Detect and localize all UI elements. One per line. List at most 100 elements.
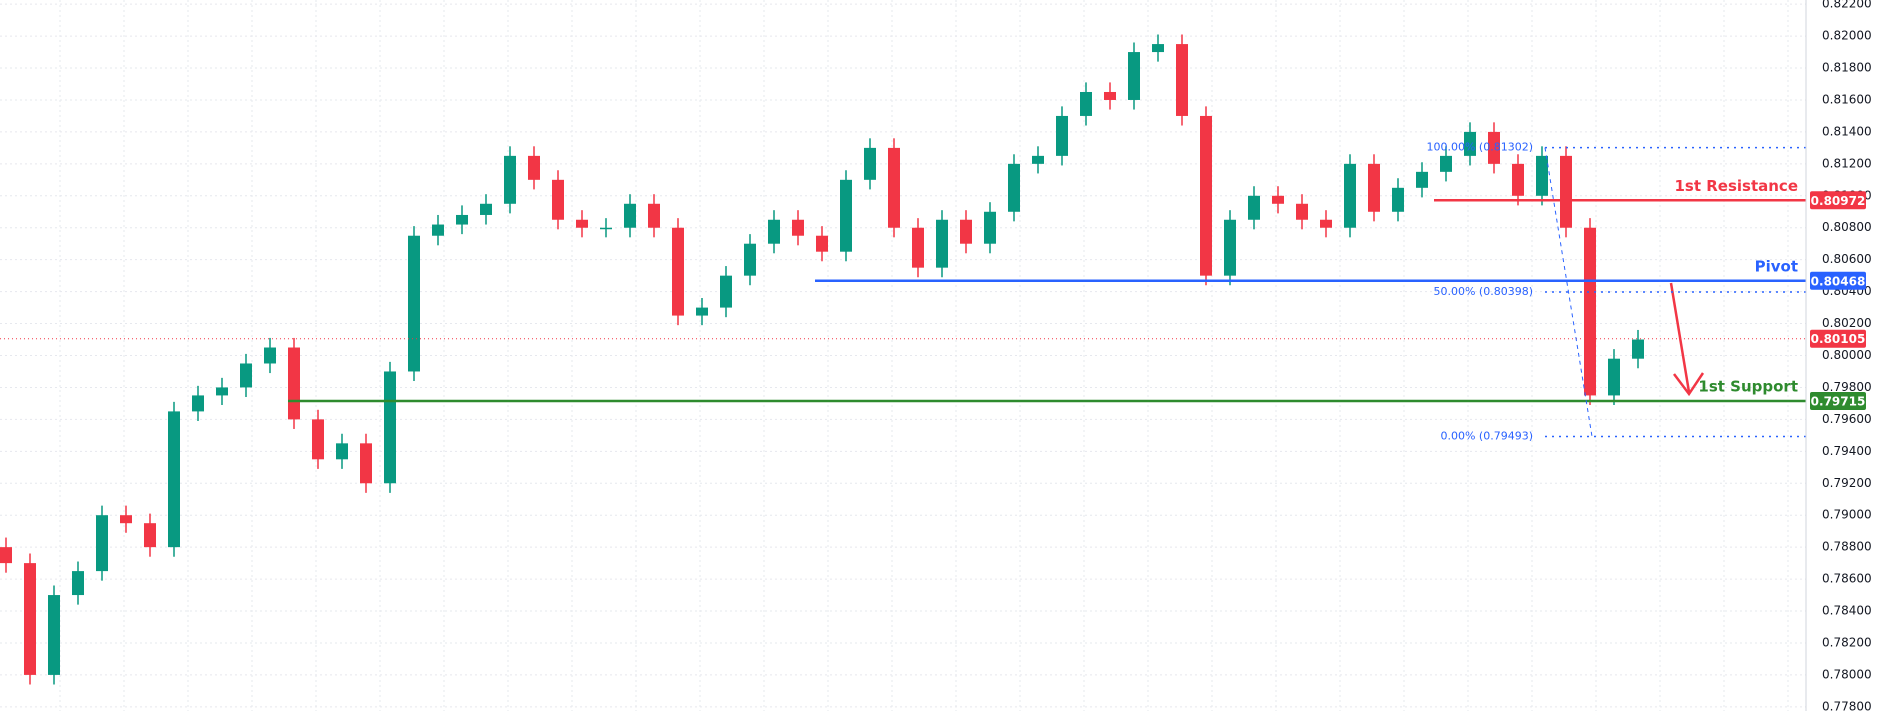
candle-body bbox=[960, 219, 972, 244]
candle-body bbox=[384, 371, 396, 484]
last-price-tag-label: 0.80105 bbox=[1811, 332, 1866, 346]
candle-body bbox=[456, 214, 468, 225]
last-price-tag bbox=[1810, 329, 1866, 348]
y-tick-label: 0.80600 bbox=[1822, 252, 1872, 266]
candle-body bbox=[1584, 227, 1596, 396]
candle-body bbox=[336, 443, 348, 460]
y-tick-label: 0.80200 bbox=[1822, 316, 1872, 330]
candle-body bbox=[1056, 115, 1068, 156]
level-tag-label: 0.79715 bbox=[1811, 395, 1866, 409]
y-tick-label: 0.81400 bbox=[1822, 124, 1872, 138]
fib-label: 50.00% (0.80398) bbox=[1433, 285, 1533, 298]
candle-body bbox=[672, 227, 684, 316]
candle-body bbox=[168, 411, 180, 548]
candle-body bbox=[552, 179, 564, 220]
annotations: 1st Resistance Pivot 1st Support 100.00% (0… bbox=[288, 141, 1806, 442]
y-tick-label: 0.82200 bbox=[1822, 0, 1872, 11]
candle-body bbox=[792, 219, 804, 236]
candle-body bbox=[648, 203, 660, 228]
candle-body bbox=[48, 595, 60, 675]
candle-body bbox=[1560, 155, 1572, 228]
level-label: 1st Support bbox=[1698, 378, 1798, 396]
candle-body bbox=[1320, 219, 1332, 228]
y-tick-label: 0.79600 bbox=[1822, 412, 1872, 426]
candle-body bbox=[1440, 155, 1452, 172]
candle-body bbox=[1032, 155, 1044, 164]
candle-body bbox=[504, 155, 516, 204]
y-tick-label: 0.79400 bbox=[1822, 444, 1872, 458]
candle-body bbox=[144, 523, 156, 548]
candle-body bbox=[1176, 44, 1188, 116]
candle-body bbox=[24, 563, 36, 675]
candle-body bbox=[744, 243, 756, 276]
candle-body bbox=[528, 155, 540, 180]
level-tag-label: 0.80468 bbox=[1811, 274, 1866, 288]
candle-body bbox=[912, 227, 924, 268]
level-label: 1st Resistance bbox=[1674, 177, 1798, 195]
candle-body bbox=[576, 219, 588, 228]
candle-body bbox=[1200, 115, 1212, 276]
candle-body bbox=[936, 219, 948, 268]
candle-body bbox=[1368, 163, 1380, 212]
fib-label: 100.00% (0.81302) bbox=[1426, 141, 1533, 154]
candle-body bbox=[1392, 187, 1404, 212]
y-tick-label: 0.80000 bbox=[1822, 348, 1872, 362]
y-tick-label: 0.78600 bbox=[1822, 572, 1872, 586]
y-tick-label: 0.77800 bbox=[1822, 699, 1872, 711]
y-tick-label: 0.80800 bbox=[1822, 220, 1872, 234]
candle-body bbox=[1536, 155, 1548, 196]
candle-body bbox=[192, 395, 204, 412]
candle-body bbox=[1512, 163, 1524, 196]
y-tick-label: 0.81600 bbox=[1822, 92, 1872, 106]
candle-body bbox=[1344, 163, 1356, 228]
level-tag bbox=[1810, 271, 1866, 290]
candle-body bbox=[96, 515, 108, 572]
candle-body bbox=[1296, 203, 1308, 220]
candle-body bbox=[1464, 131, 1476, 156]
candle-body bbox=[216, 387, 228, 396]
y-tick-label: 0.79200 bbox=[1822, 476, 1872, 490]
grid bbox=[0, 0, 1806, 711]
candle-body bbox=[432, 224, 444, 236]
candle-body bbox=[120, 515, 132, 524]
y-tick-label: 0.82000 bbox=[1822, 29, 1872, 43]
candle-body bbox=[1080, 91, 1092, 116]
y-tick-label: 0.81800 bbox=[1822, 61, 1872, 75]
price-axis: 0.77800 0.78000 0.78200 0.78400 0.78600 0.788… bbox=[1805, 0, 1872, 711]
candle-body bbox=[1416, 171, 1428, 188]
level-label: Pivot bbox=[1755, 257, 1798, 275]
candle-body bbox=[720, 275, 732, 308]
candle-body bbox=[0, 547, 12, 564]
plot bbox=[0, 34, 1806, 685]
candle-body bbox=[888, 147, 900, 228]
y-tick-label: 0.81200 bbox=[1822, 156, 1872, 170]
y-tick-label: 0.78800 bbox=[1822, 540, 1872, 554]
y-tick-label: 0.78200 bbox=[1822, 635, 1872, 649]
candle-body bbox=[408, 235, 420, 372]
candle-body bbox=[240, 363, 252, 388]
candle-body bbox=[480, 203, 492, 215]
candle-body bbox=[696, 307, 708, 316]
candle-body bbox=[624, 203, 636, 228]
candle-body bbox=[312, 419, 324, 460]
candle-body bbox=[840, 179, 852, 252]
candle-body bbox=[816, 235, 828, 252]
candle-body bbox=[72, 571, 84, 596]
candle-body bbox=[600, 227, 612, 230]
candle-body bbox=[1224, 219, 1236, 276]
candle-body bbox=[864, 147, 876, 180]
candle-body bbox=[1488, 131, 1500, 164]
y-tick-label: 0.79000 bbox=[1822, 508, 1872, 522]
candle-body bbox=[1104, 91, 1116, 100]
candle-body bbox=[1608, 358, 1620, 396]
y-tick-label: 0.78400 bbox=[1822, 604, 1872, 618]
y-tick-label: 0.78000 bbox=[1822, 667, 1872, 681]
candle-body bbox=[1632, 339, 1644, 359]
candle-body bbox=[264, 347, 276, 364]
candle-body bbox=[984, 211, 996, 244]
y-tick-label: 0.79800 bbox=[1822, 380, 1872, 394]
candle-body bbox=[288, 347, 300, 420]
candle-body bbox=[1008, 163, 1020, 212]
candle-body bbox=[1152, 44, 1164, 53]
